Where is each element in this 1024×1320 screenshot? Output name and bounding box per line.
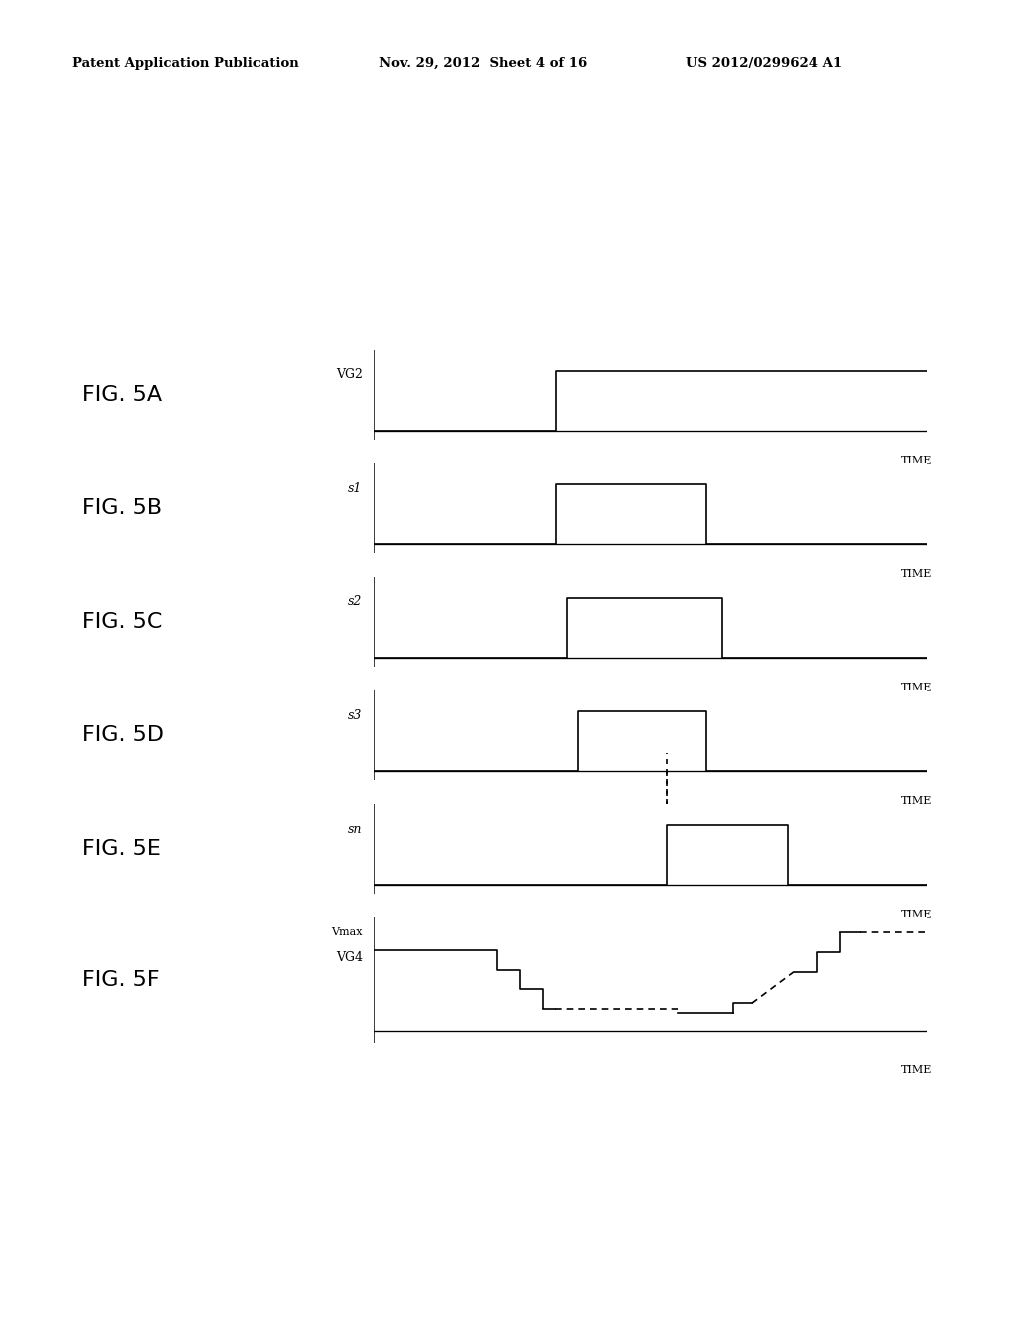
- Text: FIG. 5E: FIG. 5E: [82, 838, 161, 859]
- Text: TIME: TIME: [901, 569, 932, 579]
- Text: FIG. 5B: FIG. 5B: [82, 498, 162, 519]
- Text: s3: s3: [348, 709, 362, 722]
- Text: TIME: TIME: [901, 682, 932, 693]
- Text: FIG. 5D: FIG. 5D: [82, 725, 164, 746]
- Text: TIME: TIME: [901, 909, 932, 920]
- Text: TIME: TIME: [901, 1065, 932, 1076]
- Text: Patent Application Publication: Patent Application Publication: [72, 57, 298, 70]
- Text: FIG. 5C: FIG. 5C: [82, 611, 162, 632]
- Text: TIME: TIME: [901, 796, 932, 807]
- Text: s1: s1: [348, 482, 362, 495]
- Text: TIME: TIME: [901, 455, 932, 466]
- Text: VG4: VG4: [336, 950, 362, 964]
- Text: US 2012/0299624 A1: US 2012/0299624 A1: [686, 57, 842, 70]
- Text: Nov. 29, 2012  Sheet 4 of 16: Nov. 29, 2012 Sheet 4 of 16: [379, 57, 587, 70]
- Text: s2: s2: [348, 595, 362, 609]
- Text: Vmax: Vmax: [331, 928, 362, 937]
- Text: FIG. 5A: FIG. 5A: [82, 384, 162, 405]
- Text: VG2: VG2: [336, 368, 362, 381]
- Text: sn: sn: [348, 822, 362, 836]
- Text: FIG. 5F: FIG. 5F: [82, 970, 160, 990]
